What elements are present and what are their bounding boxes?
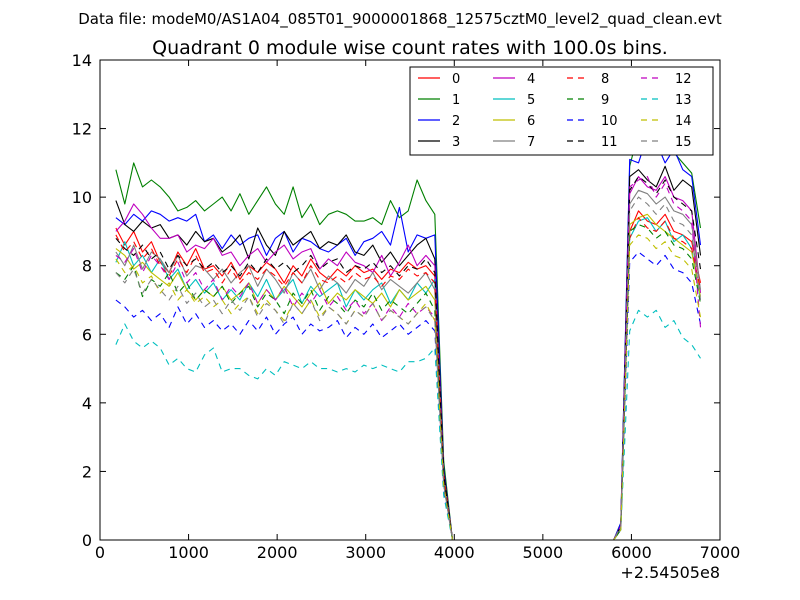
legend-label-15: 15 bbox=[675, 135, 692, 150]
x-tick-label: 0 bbox=[95, 543, 105, 562]
data-file-suptitle: Data file: modeM0/AS1A04_085T01_90000018… bbox=[78, 10, 722, 29]
legend-label-13: 13 bbox=[675, 93, 692, 108]
legend-label-3: 3 bbox=[452, 135, 460, 150]
legend-label-1: 1 bbox=[452, 93, 460, 108]
y-tick-label: 4 bbox=[82, 394, 92, 413]
x-tick-label: 3000 bbox=[345, 543, 386, 562]
plot-lines bbox=[115, 114, 702, 540]
x-axis: 0 1000 2000 3000 4000 5000 6000 7000 bbox=[95, 60, 740, 562]
legend-label-10: 10 bbox=[601, 114, 618, 129]
legend-label-2: 2 bbox=[452, 114, 460, 129]
y-tick-label: 14 bbox=[72, 51, 92, 70]
x-tick-label: 7000 bbox=[700, 543, 741, 562]
legend-label-8: 8 bbox=[601, 72, 609, 87]
legend-label-12: 12 bbox=[675, 72, 692, 87]
x-tick-label: 4000 bbox=[434, 543, 475, 562]
legend-label-14: 14 bbox=[675, 114, 692, 129]
legend-frame bbox=[409, 66, 714, 156]
x-tick-label: 5000 bbox=[522, 543, 563, 562]
x-tick-label: 6000 bbox=[611, 543, 652, 562]
legend-label-7: 7 bbox=[527, 135, 535, 150]
legend-label-5: 5 bbox=[527, 93, 535, 108]
series-line-11 bbox=[115, 176, 702, 540]
legend-label-6: 6 bbox=[527, 114, 535, 129]
legend-label-11: 11 bbox=[601, 135, 618, 150]
legend-label-9: 9 bbox=[601, 93, 609, 108]
y-tick-label: 10 bbox=[72, 188, 92, 207]
y-tick-label: 0 bbox=[82, 531, 92, 550]
series-line-15 bbox=[115, 196, 702, 540]
x-offset-label: +2.54505e8 bbox=[620, 563, 720, 582]
x-tick-label: 1000 bbox=[168, 543, 209, 562]
y-tick-label: 12 bbox=[72, 120, 92, 139]
legend-label-4: 4 bbox=[527, 72, 535, 87]
x-tick-label: 2000 bbox=[257, 543, 298, 562]
legend-label-0: 0 bbox=[452, 72, 460, 87]
y-tick-label: 6 bbox=[82, 325, 92, 344]
series-line-14 bbox=[115, 234, 702, 540]
y-tick-label: 2 bbox=[82, 462, 92, 481]
series-line-13 bbox=[115, 309, 701, 540]
axes-frame bbox=[99, 59, 721, 541]
chart-title: Quadrant 0 module wise count rates with … bbox=[152, 37, 668, 59]
y-tick-label: 8 bbox=[82, 257, 92, 276]
